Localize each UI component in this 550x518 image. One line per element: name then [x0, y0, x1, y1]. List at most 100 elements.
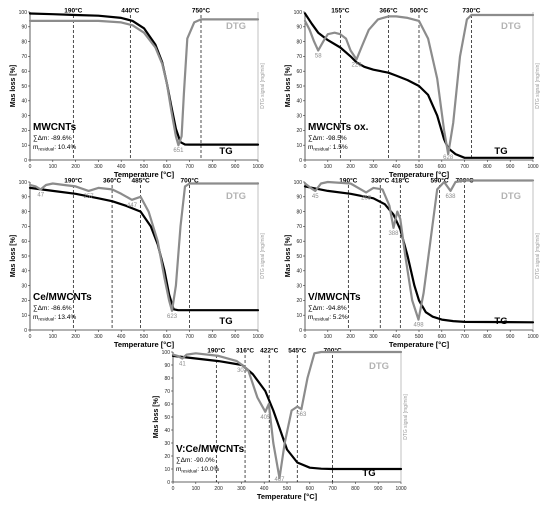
x-tick-label: 500 [415, 164, 424, 170]
y-tick-label: 10 [21, 143, 27, 149]
y-tick-label: 90 [296, 195, 302, 201]
x-tick-label: 500 [140, 334, 149, 340]
y-tick-label: 20 [21, 298, 27, 304]
x-tick-label: 900 [374, 486, 383, 492]
y-tick-label: 80 [296, 209, 302, 215]
temperature-marker-label: 190°C [207, 347, 225, 355]
y-tick-label: 60 [296, 69, 302, 75]
x-tick-label: 900 [231, 164, 240, 170]
temperature-marker-label: 590°C [430, 177, 448, 185]
y-tick-label: 0 [299, 158, 302, 164]
temperature-marker-label: 485°C [132, 177, 150, 185]
y2-axis-label: DTG signal [mg/min] [535, 233, 541, 279]
y-tick-label: 60 [21, 239, 27, 245]
x-tick-label: 400 [260, 486, 269, 492]
x-tick-label: 700 [185, 164, 194, 170]
y-tick-label: 70 [21, 54, 27, 60]
y-tick-label: 10 [296, 313, 302, 319]
mass-change-text: ∑Δm: -90.0% [176, 457, 215, 464]
temperature-marker-label: 545°C [288, 347, 306, 355]
x-tick-label: 0 [172, 486, 175, 492]
y2-axis-label: DTG signal [mg/min] [260, 233, 266, 279]
y-tick-label: 50 [164, 415, 170, 421]
x-tick-label: 500 [415, 334, 424, 340]
dtg-curve-label: DTG [501, 191, 521, 202]
sample-name: Ce/MWCNTs [33, 292, 92, 303]
dtg-peak-label: 651 [173, 148, 184, 154]
dtg-peak-label: 405 [260, 415, 271, 421]
x-axis-label: Temperature [°C] [257, 492, 318, 501]
temperature-marker-label: 422°C [260, 347, 278, 355]
y-tick-label: 70 [296, 224, 302, 230]
x-tick-label: 300 [369, 164, 378, 170]
temperature-marker-label: 440°C [121, 7, 139, 15]
x-tick-label: 600 [306, 486, 315, 492]
tg-curve-label: TG [219, 316, 232, 327]
y-tick-label: 100 [294, 180, 303, 186]
chart-panel-1: 0 100 200 300 400 500 600 700 800 900 1000 0 10 20 30 4… [10, 7, 266, 180]
dtg-peak-label: 257 [84, 194, 95, 200]
temperature-marker-label: 190°C [64, 177, 82, 185]
tg-curve-label: TG [494, 146, 507, 157]
temperature-marker-label: 190°C [339, 177, 357, 185]
y-tick-label: 80 [164, 376, 170, 382]
sample-name: MWCNTs ox. [308, 122, 369, 133]
y-tick-label: 40 [296, 269, 302, 275]
x-tick-label: 800 [483, 334, 492, 340]
x-tick-label: 400 [392, 164, 401, 170]
y-tick-label: 70 [21, 224, 27, 230]
temperature-marker-label: 316°C [236, 347, 254, 355]
y-tick-label: 40 [296, 99, 302, 105]
dtg-peak-label: 303 [237, 368, 248, 374]
y-tick-label: 20 [296, 298, 302, 304]
y-tick-label: 40 [21, 269, 27, 275]
y-tick-label: 0 [24, 158, 27, 164]
y-tick-label: 100 [19, 10, 28, 16]
residual-mass-text: mresidual: 10.4% [33, 144, 76, 152]
temperature-marker-label: 190°C [64, 7, 82, 15]
y-tick-label: 50 [21, 254, 27, 260]
dtg-peak-label: 628 [443, 155, 454, 161]
temperature-marker-label: 730°C [462, 7, 480, 15]
x-tick-label: 100 [49, 334, 58, 340]
y-tick-label: 10 [21, 313, 27, 319]
y-tick-label: 80 [296, 39, 302, 45]
x-tick-label: 200 [71, 334, 80, 340]
y-tick-label: 20 [164, 454, 170, 460]
x-axis-label: Temperature [°C] [389, 170, 450, 179]
dtg-curve-label: DTG [369, 361, 389, 372]
dtg-peak-label: 623 [167, 314, 178, 320]
temperature-marker-label: 330°C [371, 177, 389, 185]
y-tick-label: 90 [21, 25, 27, 31]
y-tick-label: 90 [164, 363, 170, 369]
dtg-peak-label: 498 [414, 323, 425, 329]
y2-axis-label: DTG signal [mg/min] [260, 63, 266, 109]
y-tick-label: 10 [296, 143, 302, 149]
x-tick-label: 1000 [252, 334, 263, 340]
y-tick-label: 100 [162, 350, 171, 356]
x-tick-label: 300 [237, 486, 246, 492]
x-tick-label: 400 [392, 334, 401, 340]
y-tick-label: 80 [21, 39, 27, 45]
x-tick-label: 0 [29, 334, 32, 340]
y2-axis-label: DTG signal [mg/min] [535, 63, 541, 109]
dtg-peak-label: 447 [127, 203, 138, 209]
x-tick-label: 400 [117, 164, 126, 170]
temperature-marker-label: 366°C [379, 7, 397, 15]
dtg-peak-label: 47 [37, 192, 44, 198]
y-tick-label: 0 [299, 328, 302, 334]
temperature-marker-label: 155°C [331, 7, 349, 15]
x-tick-label: 300 [94, 334, 103, 340]
dtg-peak-label: 467 [274, 477, 285, 483]
sample-name: V:Ce/MWCNTs [176, 444, 245, 455]
y-tick-label: 30 [164, 441, 170, 447]
temperature-marker-label: 700°C [324, 347, 342, 355]
x-tick-label: 0 [304, 334, 307, 340]
y-tick-label: 60 [164, 402, 170, 408]
residual-mass-text: mresidual: 13.4% [33, 314, 76, 322]
y-tick-label: 100 [294, 10, 303, 16]
x-tick-label: 900 [231, 334, 240, 340]
sample-name: V/MWCNTs [308, 292, 361, 303]
x-tick-label: 200 [346, 164, 355, 170]
